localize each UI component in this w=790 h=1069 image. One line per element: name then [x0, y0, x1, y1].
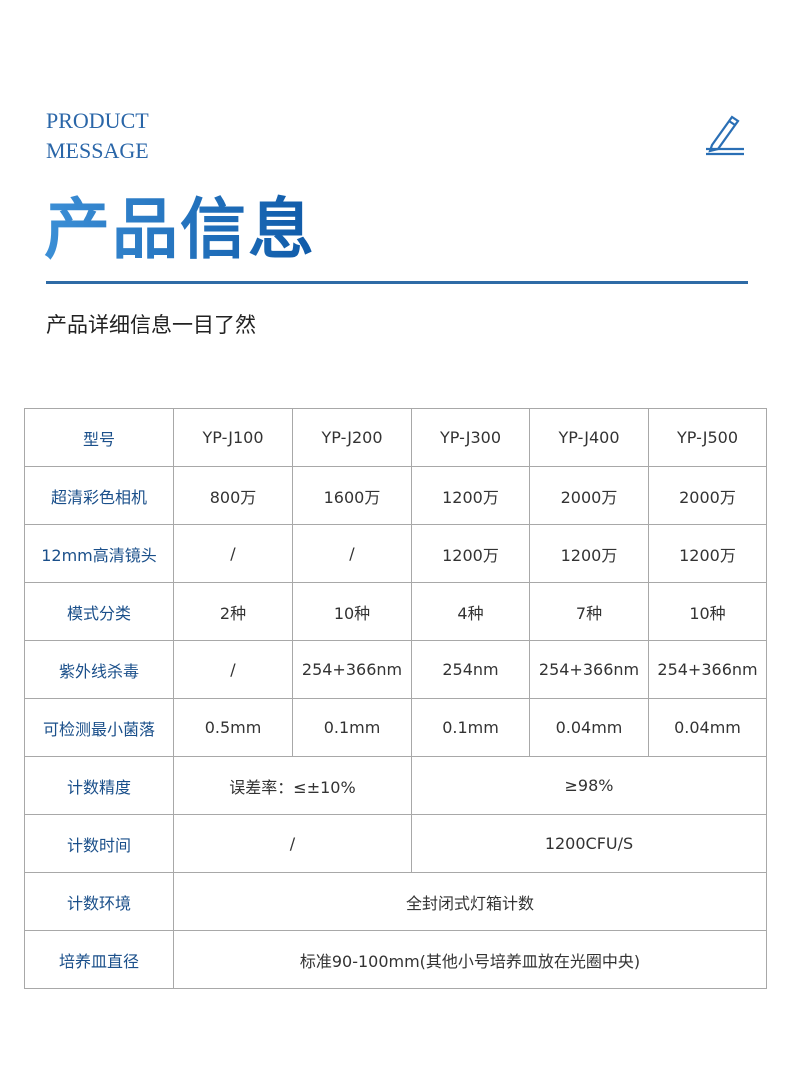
page-subtitle: 产品详细信息一目了然 — [46, 313, 256, 337]
cell: 2种 — [173, 582, 293, 641]
table-row: 计数环境 全封闭式灯箱计数 — [24, 872, 767, 931]
page-title: 产品信息 — [44, 176, 316, 272]
row-label: 计数精度 — [24, 756, 174, 815]
divider — [46, 281, 748, 284]
cell: 254+366nm — [529, 640, 649, 699]
cell: 1200万 — [411, 466, 530, 525]
cell: 254+366nm — [292, 640, 412, 699]
cell: 1600万 — [292, 466, 412, 525]
table-row: 模式分类 2种 10种 4种 7种 10种 — [24, 582, 767, 641]
row-label: 超清彩色相机 — [24, 466, 174, 525]
cell: 误差率：≤±10% — [173, 756, 412, 815]
cell: 1200万 — [648, 524, 767, 583]
cell: ≥98% — [411, 756, 767, 815]
cell: 0.04mm — [529, 698, 649, 757]
heading-en-line1: PRODUCT — [46, 108, 149, 133]
cell: 4种 — [411, 582, 530, 641]
table-row: 12mm高清镜头 / / 1200万 1200万 1200万 — [24, 524, 767, 583]
cell: YP-J300 — [411, 408, 530, 467]
cell: / — [173, 814, 412, 873]
cell: / — [292, 524, 412, 583]
table-row: 可检测最小菌落 0.5mm 0.1mm 0.1mm 0.04mm 0.04mm — [24, 698, 767, 757]
cell: 0.1mm — [411, 698, 530, 757]
table-row: 培养皿直径 标准90-100mm(其他小号培养皿放在光圈中央) — [24, 930, 767, 989]
cell: 7种 — [529, 582, 649, 641]
cell: 0.04mm — [648, 698, 767, 757]
cell: 10种 — [648, 582, 767, 641]
cell: 2000万 — [648, 466, 767, 525]
row-label: 计数环境 — [24, 872, 174, 931]
row-label: 紫外线杀毒 — [24, 640, 174, 699]
row-label: 培养皿直径 — [24, 930, 174, 989]
heading-en-line2: MESSAGE — [46, 138, 149, 163]
row-label: 12mm高清镜头 — [24, 524, 174, 583]
spec-table: 型号 YP-J100 YP-J200 YP-J300 YP-J400 YP-J5… — [24, 408, 767, 989]
row-label: 可检测最小菌落 — [24, 698, 174, 757]
cell: 全封闭式灯箱计数 — [173, 872, 767, 931]
pencil-icon — [706, 115, 744, 156]
table-row: 型号 YP-J100 YP-J200 YP-J300 YP-J400 YP-J5… — [24, 408, 767, 467]
row-label: 计数时间 — [24, 814, 174, 873]
table-row: 计数精度 误差率：≤±10% ≥98% — [24, 756, 767, 815]
cell: YP-J400 — [529, 408, 649, 467]
cell: 254nm — [411, 640, 530, 699]
cell: 2000万 — [529, 466, 649, 525]
cell: YP-J200 — [292, 408, 412, 467]
cell: 254+366nm — [648, 640, 767, 699]
cell: 10种 — [292, 582, 412, 641]
cell: YP-J100 — [173, 408, 293, 467]
cell: / — [173, 524, 293, 583]
cell: 1200万 — [529, 524, 649, 583]
table-row: 超清彩色相机 800万 1600万 1200万 2000万 2000万 — [24, 466, 767, 525]
table-row: 紫外线杀毒 / 254+366nm 254nm 254+366nm 254+36… — [24, 640, 767, 699]
cell: 0.5mm — [173, 698, 293, 757]
table-row: 计数时间 / 1200CFU/S — [24, 814, 767, 873]
cell: / — [173, 640, 293, 699]
cell: 0.1mm — [292, 698, 412, 757]
row-label: 模式分类 — [24, 582, 174, 641]
cell: 标准90-100mm(其他小号培养皿放在光圈中央) — [173, 930, 767, 989]
cell: 800万 — [173, 466, 293, 525]
cell: 1200CFU/S — [411, 814, 767, 873]
cell: 1200万 — [411, 524, 530, 583]
cell: YP-J500 — [648, 408, 767, 467]
row-label: 型号 — [24, 408, 174, 467]
